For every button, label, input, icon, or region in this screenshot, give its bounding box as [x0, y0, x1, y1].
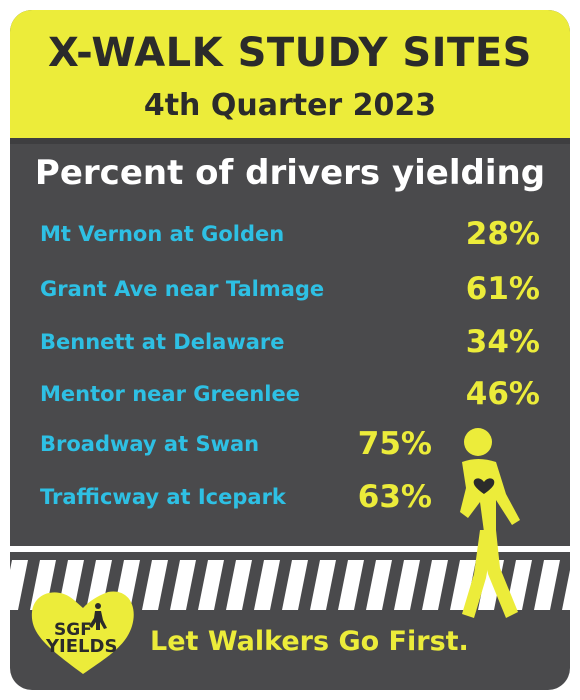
section-heading: Percent of drivers yielding [34, 153, 546, 193]
site-name: Bennett at Delaware [40, 330, 285, 354]
site-percent: 63% [357, 479, 432, 515]
logo-line-2: YIELDS [46, 636, 118, 657]
infographic-card: X-WALK STUDY SITES 4th Quarter 2023 Perc… [10, 10, 570, 690]
site-name: Grant Ave near Talmage [40, 277, 325, 301]
pedestrian-walking-icon [460, 428, 520, 618]
site-name: Mt Vernon at Golden [40, 222, 285, 246]
site-name: Broadway at Swan [40, 432, 260, 456]
site-percent: 61% [465, 271, 540, 307]
site-percent: 46% [465, 376, 540, 412]
site-name: Mentor near Greenlee [40, 382, 300, 406]
sgf-yields-logo: SGF YIELDS [28, 586, 138, 676]
site-name: Trafficway at Icepark [40, 485, 286, 509]
site-percent: 75% [357, 426, 432, 462]
quarter-label: 4th Quarter 2023 [143, 88, 437, 123]
crosswalk-stripes-icon [10, 546, 570, 610]
header-banner: X-WALK STUDY SITES 4th Quarter 2023 [10, 10, 570, 138]
logo-line-1: SGF [54, 620, 92, 640]
heart-icon [473, 478, 495, 494]
page-title: X-WALK STUDY SITES [48, 30, 532, 76]
tagline: Let Walkers Go First. [150, 626, 469, 657]
banner-divider [10, 138, 570, 144]
site-percent: 28% [465, 216, 540, 252]
site-percent: 34% [465, 324, 540, 360]
